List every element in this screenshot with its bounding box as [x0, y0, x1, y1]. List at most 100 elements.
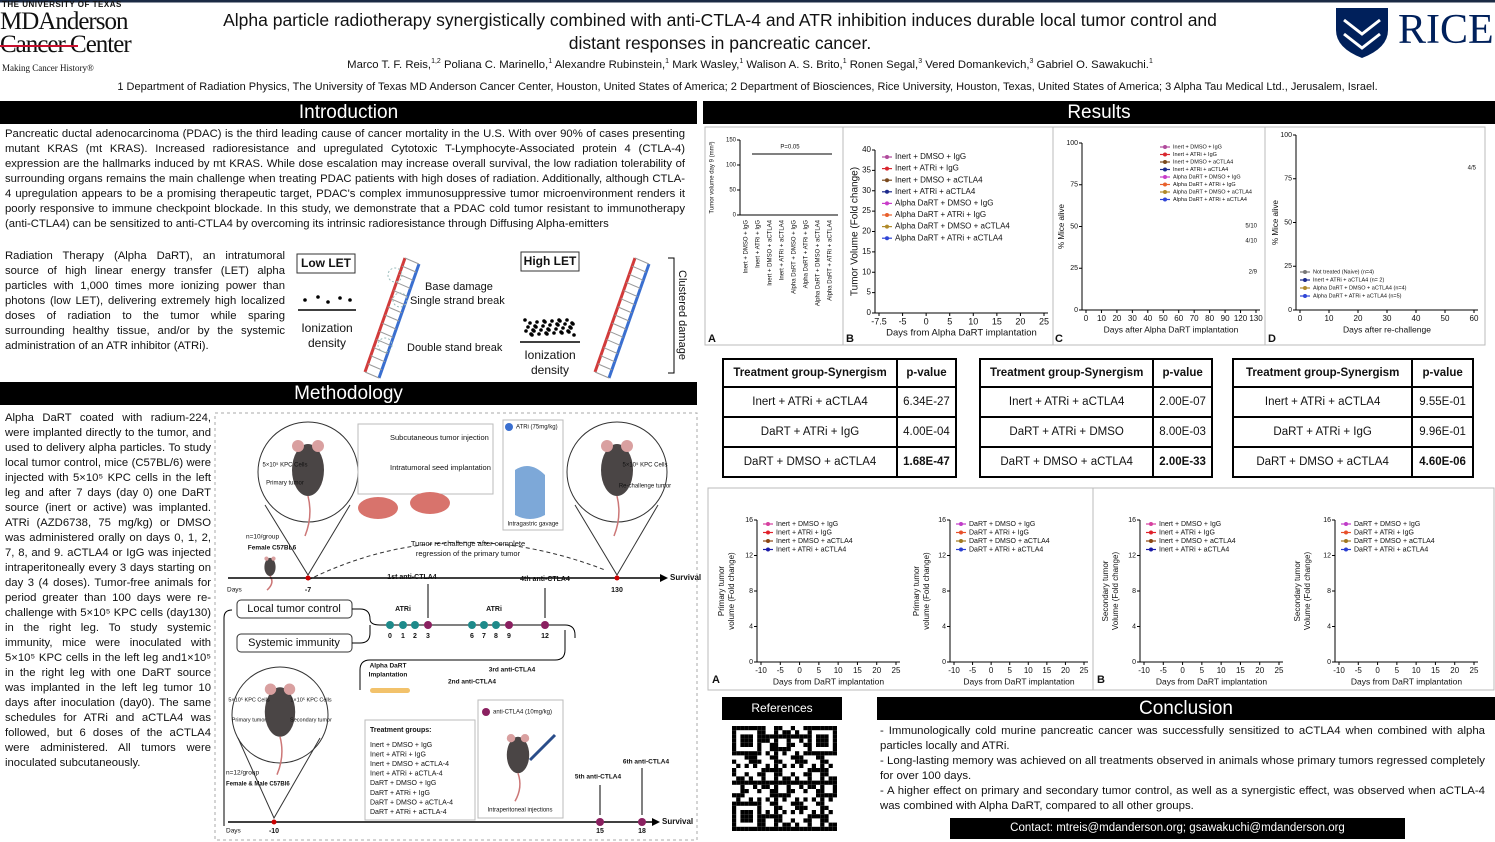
y-tick-label: 16 — [938, 517, 946, 524]
label: Subcutaneous tumor injection — [390, 433, 489, 442]
y-axis-title: % Mice alive — [1057, 204, 1066, 249]
qr-module — [765, 763, 770, 768]
qr-module — [778, 772, 783, 777]
qr-module — [761, 730, 766, 735]
dose-day — [541, 621, 549, 629]
table-cell: Inert + ATRi + aCTLA4 — [1231, 386, 1414, 418]
y-tick-label: 12 — [745, 552, 753, 559]
qr-module — [832, 751, 837, 756]
qr-module — [765, 797, 770, 802]
label: Treatment groups: — [370, 727, 431, 734]
legend-label: Inert + DMSO + aCTLA4 — [1173, 159, 1233, 165]
legend-marker — [1163, 145, 1167, 149]
label: Implantation — [369, 672, 408, 679]
ionization-dot — [565, 318, 569, 322]
qr-module — [803, 780, 808, 785]
qr-module — [740, 793, 745, 798]
y-tick-label: 16 — [745, 517, 753, 524]
qr-module — [803, 742, 808, 747]
qr-module — [816, 751, 821, 756]
qr-module — [774, 789, 779, 794]
qr-module — [740, 801, 745, 806]
conclusion-point: - Long-lasting memory was achieved on al… — [880, 755, 1485, 782]
dna-base — [379, 330, 394, 338]
qr-module — [790, 772, 795, 777]
qr-module — [816, 742, 821, 747]
logo-tagline: Making Cancer History® — [2, 63, 94, 73]
dose-day — [596, 818, 604, 826]
qr-module — [732, 768, 737, 773]
mouse — [264, 557, 276, 577]
qr-module — [790, 826, 795, 831]
table-cell: 2.00E-33 — [1152, 446, 1213, 478]
dose-day — [480, 621, 488, 629]
x-tick-label: 50 — [1441, 314, 1450, 323]
qr-module — [757, 805, 762, 810]
qr-module — [786, 776, 791, 781]
qr-module — [778, 814, 783, 819]
bracket — [223, 609, 233, 826]
qr-module — [757, 801, 762, 806]
dna-base — [390, 298, 405, 306]
qr-module — [736, 801, 741, 806]
x-tick-label: 5 — [817, 666, 822, 675]
legend-marker — [885, 189, 889, 194]
x-tick-label: -5 — [1160, 666, 1168, 675]
label: Female & Male C57Bl6 — [226, 782, 290, 788]
y-tick-label: 8 — [942, 588, 946, 595]
qr-module — [761, 784, 766, 789]
legend-marker — [1163, 175, 1167, 179]
mouse-ear — [601, 440, 613, 452]
qr-module — [820, 801, 825, 806]
table-row: DaRT + DMSO + aCTLA4 2.00E-33 — [978, 446, 1213, 478]
y-tick-label: 16 — [1323, 517, 1331, 524]
ionization-dot — [531, 328, 535, 332]
qr-module — [748, 738, 753, 743]
dna-base — [620, 298, 635, 306]
ionization-dot — [550, 319, 554, 323]
damage — [387, 267, 403, 283]
qr-module — [774, 776, 779, 781]
legend-label: Inert + ATRi + aCTLA4 — [1159, 546, 1229, 553]
qr-module — [757, 730, 762, 735]
mouse-ear — [292, 440, 304, 452]
qr-module — [753, 763, 758, 768]
x-tick-label: -7.5 — [871, 316, 887, 326]
qr-module — [782, 826, 787, 831]
author-name: Marco T. F. Reis, — [347, 58, 432, 71]
dose-day — [505, 621, 513, 629]
x-axis-title: Days after re-challenge — [1343, 324, 1431, 334]
qr-module — [774, 751, 779, 756]
cone — [237, 737, 321, 820]
table-header: p-value — [1411, 358, 1474, 388]
qr-module — [799, 755, 804, 760]
section-heading: Introduction — [0, 101, 697, 124]
qr-module — [744, 751, 749, 756]
table-row: DaRT + ATRi + IgG 9.96E-01 — [1231, 416, 1474, 448]
qr-module — [807, 776, 812, 781]
section-heading: Methodology — [0, 382, 697, 405]
qr-module — [753, 759, 758, 764]
qr-module — [757, 810, 762, 815]
qr-module — [820, 763, 825, 768]
qr-module — [799, 738, 804, 743]
qr-module — [832, 789, 837, 794]
y-tick-label: 50 — [1284, 219, 1292, 226]
qr-module — [740, 734, 745, 739]
qr-module — [753, 726, 758, 731]
x-tick-label: 0 — [1084, 314, 1089, 323]
dna-base — [364, 371, 380, 379]
label: Intraperitoneal injections — [487, 808, 552, 814]
dna-base — [399, 273, 414, 281]
qr-module — [786, 789, 791, 794]
qr-module — [799, 826, 804, 831]
dna-base — [387, 306, 403, 314]
legend-label: Inert + DMSO + aCTLA4 — [1159, 538, 1236, 545]
table-cell: DaRT + DMSO + aCTLA4 — [978, 446, 1155, 478]
qr-module — [820, 797, 825, 802]
qr-module — [769, 747, 774, 752]
y-tick-label: 0 — [942, 659, 946, 666]
qr-module — [782, 730, 787, 735]
dna-base — [396, 281, 411, 289]
x-tick-label: 20 — [872, 666, 881, 675]
